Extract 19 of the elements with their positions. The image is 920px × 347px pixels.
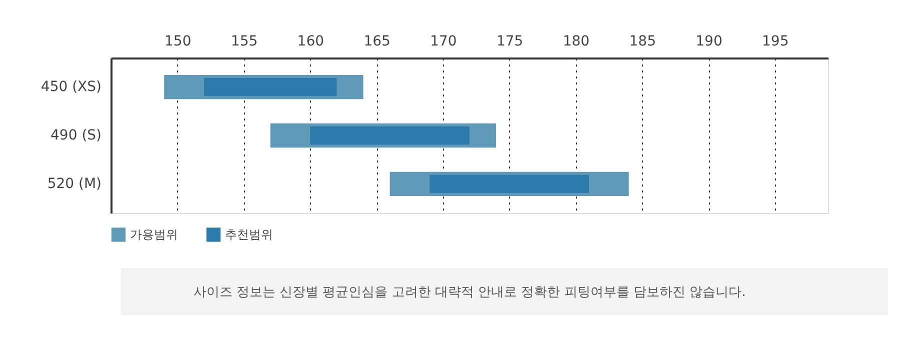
- legend-label: 가용범위: [130, 228, 178, 242]
- y-tick-label: 490 (S): [50, 128, 102, 144]
- x-tick-label: 165: [364, 34, 390, 50]
- x-tick-label: 170: [430, 34, 457, 50]
- x-tick-label: 195: [762, 34, 789, 50]
- x-tick-label: 185: [629, 34, 656, 50]
- x-tick-label: 155: [230, 34, 258, 50]
- bar: [204, 78, 337, 96]
- x-tick-label: 160: [297, 34, 324, 50]
- bar: [430, 174, 589, 194]
- y-tick-label: 520 (M): [47, 176, 102, 192]
- legend-label: 추천범위: [225, 228, 273, 242]
- x-tick-label: 180: [562, 34, 590, 50]
- y-tick-label: 450 (XS): [40, 79, 102, 96]
- bar: [310, 126, 470, 145]
- x-tick-label: 190: [696, 34, 722, 50]
- x-tick-label: 150: [164, 34, 192, 50]
- x-tick-label: 175: [496, 34, 524, 50]
- text: 사이즈 정보는 신장별 평균인심을 고려한 대략적 안내로 정확한 피팅여부를 담보하진 않습니다.: [193, 285, 746, 300]
